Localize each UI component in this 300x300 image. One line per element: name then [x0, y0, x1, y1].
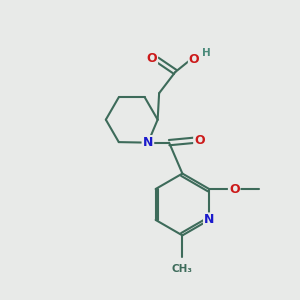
Text: O: O: [194, 134, 205, 147]
Text: H: H: [202, 48, 211, 58]
Text: O: O: [146, 52, 157, 64]
Text: O: O: [189, 53, 200, 66]
Text: N: N: [143, 136, 153, 149]
Text: CH₃: CH₃: [172, 264, 193, 274]
Text: N: N: [143, 136, 153, 149]
Text: N: N: [204, 213, 214, 226]
Text: O: O: [229, 182, 239, 196]
